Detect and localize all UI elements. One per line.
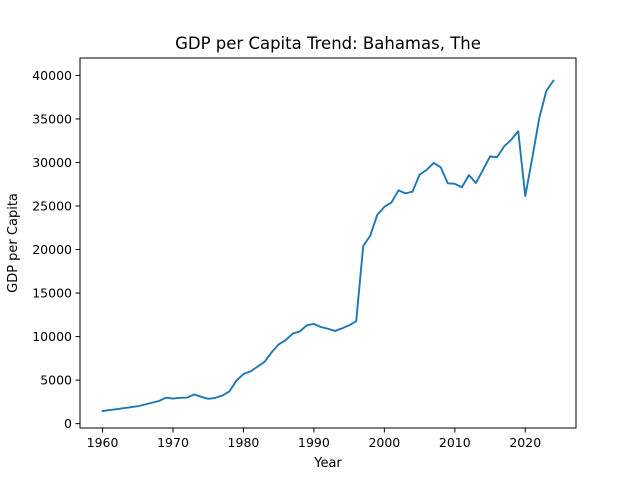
y-tick-label: 20000	[32, 242, 72, 257]
chart-title: GDP per Capita Trend: Bahamas, The	[175, 34, 481, 53]
y-tick-label: 30000	[32, 155, 72, 170]
series-line	[101, 79, 555, 413]
y-tick-label: 40000	[32, 68, 72, 83]
x-tick-label: 1960	[87, 435, 119, 450]
x-tick-label: 1980	[228, 435, 260, 450]
y-tick-label: 5000	[40, 373, 72, 388]
x-tick-label: 2010	[439, 435, 471, 450]
y-tick-label: 10000	[32, 329, 72, 344]
y-tick-label: 0	[64, 416, 72, 431]
x-axis-label: Year	[313, 456, 342, 471]
series-group	[101, 79, 555, 413]
axis-ticks: 1960 1970 1980 1990 2000 2010 2020 0 5000 10000 15…	[32, 68, 541, 450]
y-tick-label: 15000	[32, 286, 72, 301]
x-tick-label: 1990	[298, 435, 330, 450]
x-tick-label: 2000	[368, 435, 400, 450]
y-tick-label: 35000	[32, 111, 72, 126]
y-axis-label: GDP per Capita	[6, 193, 21, 293]
x-tick-label: 2020	[509, 435, 541, 450]
plot-frame	[79, 57, 577, 429]
y-tick-label: 25000	[32, 199, 72, 214]
x-tick-label: 1970	[157, 435, 189, 450]
